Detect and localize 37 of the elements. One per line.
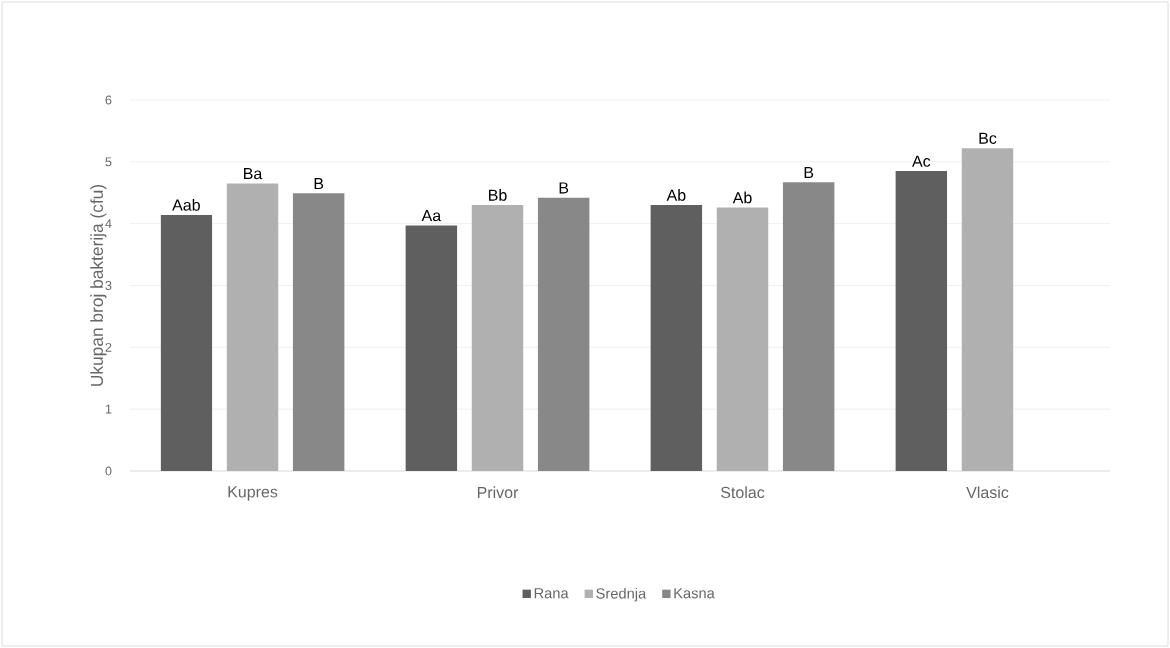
data-label: B: [559, 182, 569, 194]
y-tick-label: 2: [105, 342, 112, 352]
x-tick-label: Stolac: [721, 486, 765, 499]
legend-label: Srednja: [596, 587, 647, 602]
bar: [292, 193, 345, 471]
bar: [895, 171, 948, 471]
data-label: Aab: [172, 198, 200, 211]
legend-label: Rana: [534, 588, 569, 599]
y-tick-label: 0: [105, 466, 112, 476]
data-label: Ab: [666, 189, 686, 201]
data-label: Ab: [732, 191, 752, 204]
legend-label: Kasna: [674, 588, 715, 599]
data-label: Bb: [489, 189, 507, 201]
bar: [961, 148, 1014, 471]
bar: [160, 215, 213, 471]
bar: [471, 205, 524, 471]
y-tick-label: 3: [105, 281, 112, 290]
bar: [650, 205, 703, 471]
x-tick-label: Privor: [477, 486, 519, 499]
data-label: Ac: [912, 155, 931, 167]
x-tick-label: Kupres: [228, 486, 278, 501]
bar: [537, 197, 590, 471]
y-tick-label: 1: [105, 404, 112, 414]
bar: [226, 183, 279, 471]
bar: [716, 207, 769, 471]
y-axis-title: Ukupan broj bakterija (cfu): [90, 184, 107, 386]
y-tick-label: 4: [105, 219, 112, 229]
y-tick-label: 5: [105, 157, 112, 167]
data-label: Aa: [421, 210, 442, 222]
data-label: B: [314, 178, 324, 190]
data-label: Ba: [244, 168, 263, 180]
y-tick-label: 6: [105, 95, 112, 105]
bar: [405, 225, 458, 471]
bar: [782, 182, 835, 471]
x-tick-label: Vlasic: [966, 486, 1009, 499]
data-label: B: [804, 166, 814, 178]
data-label: Bc: [979, 132, 997, 144]
